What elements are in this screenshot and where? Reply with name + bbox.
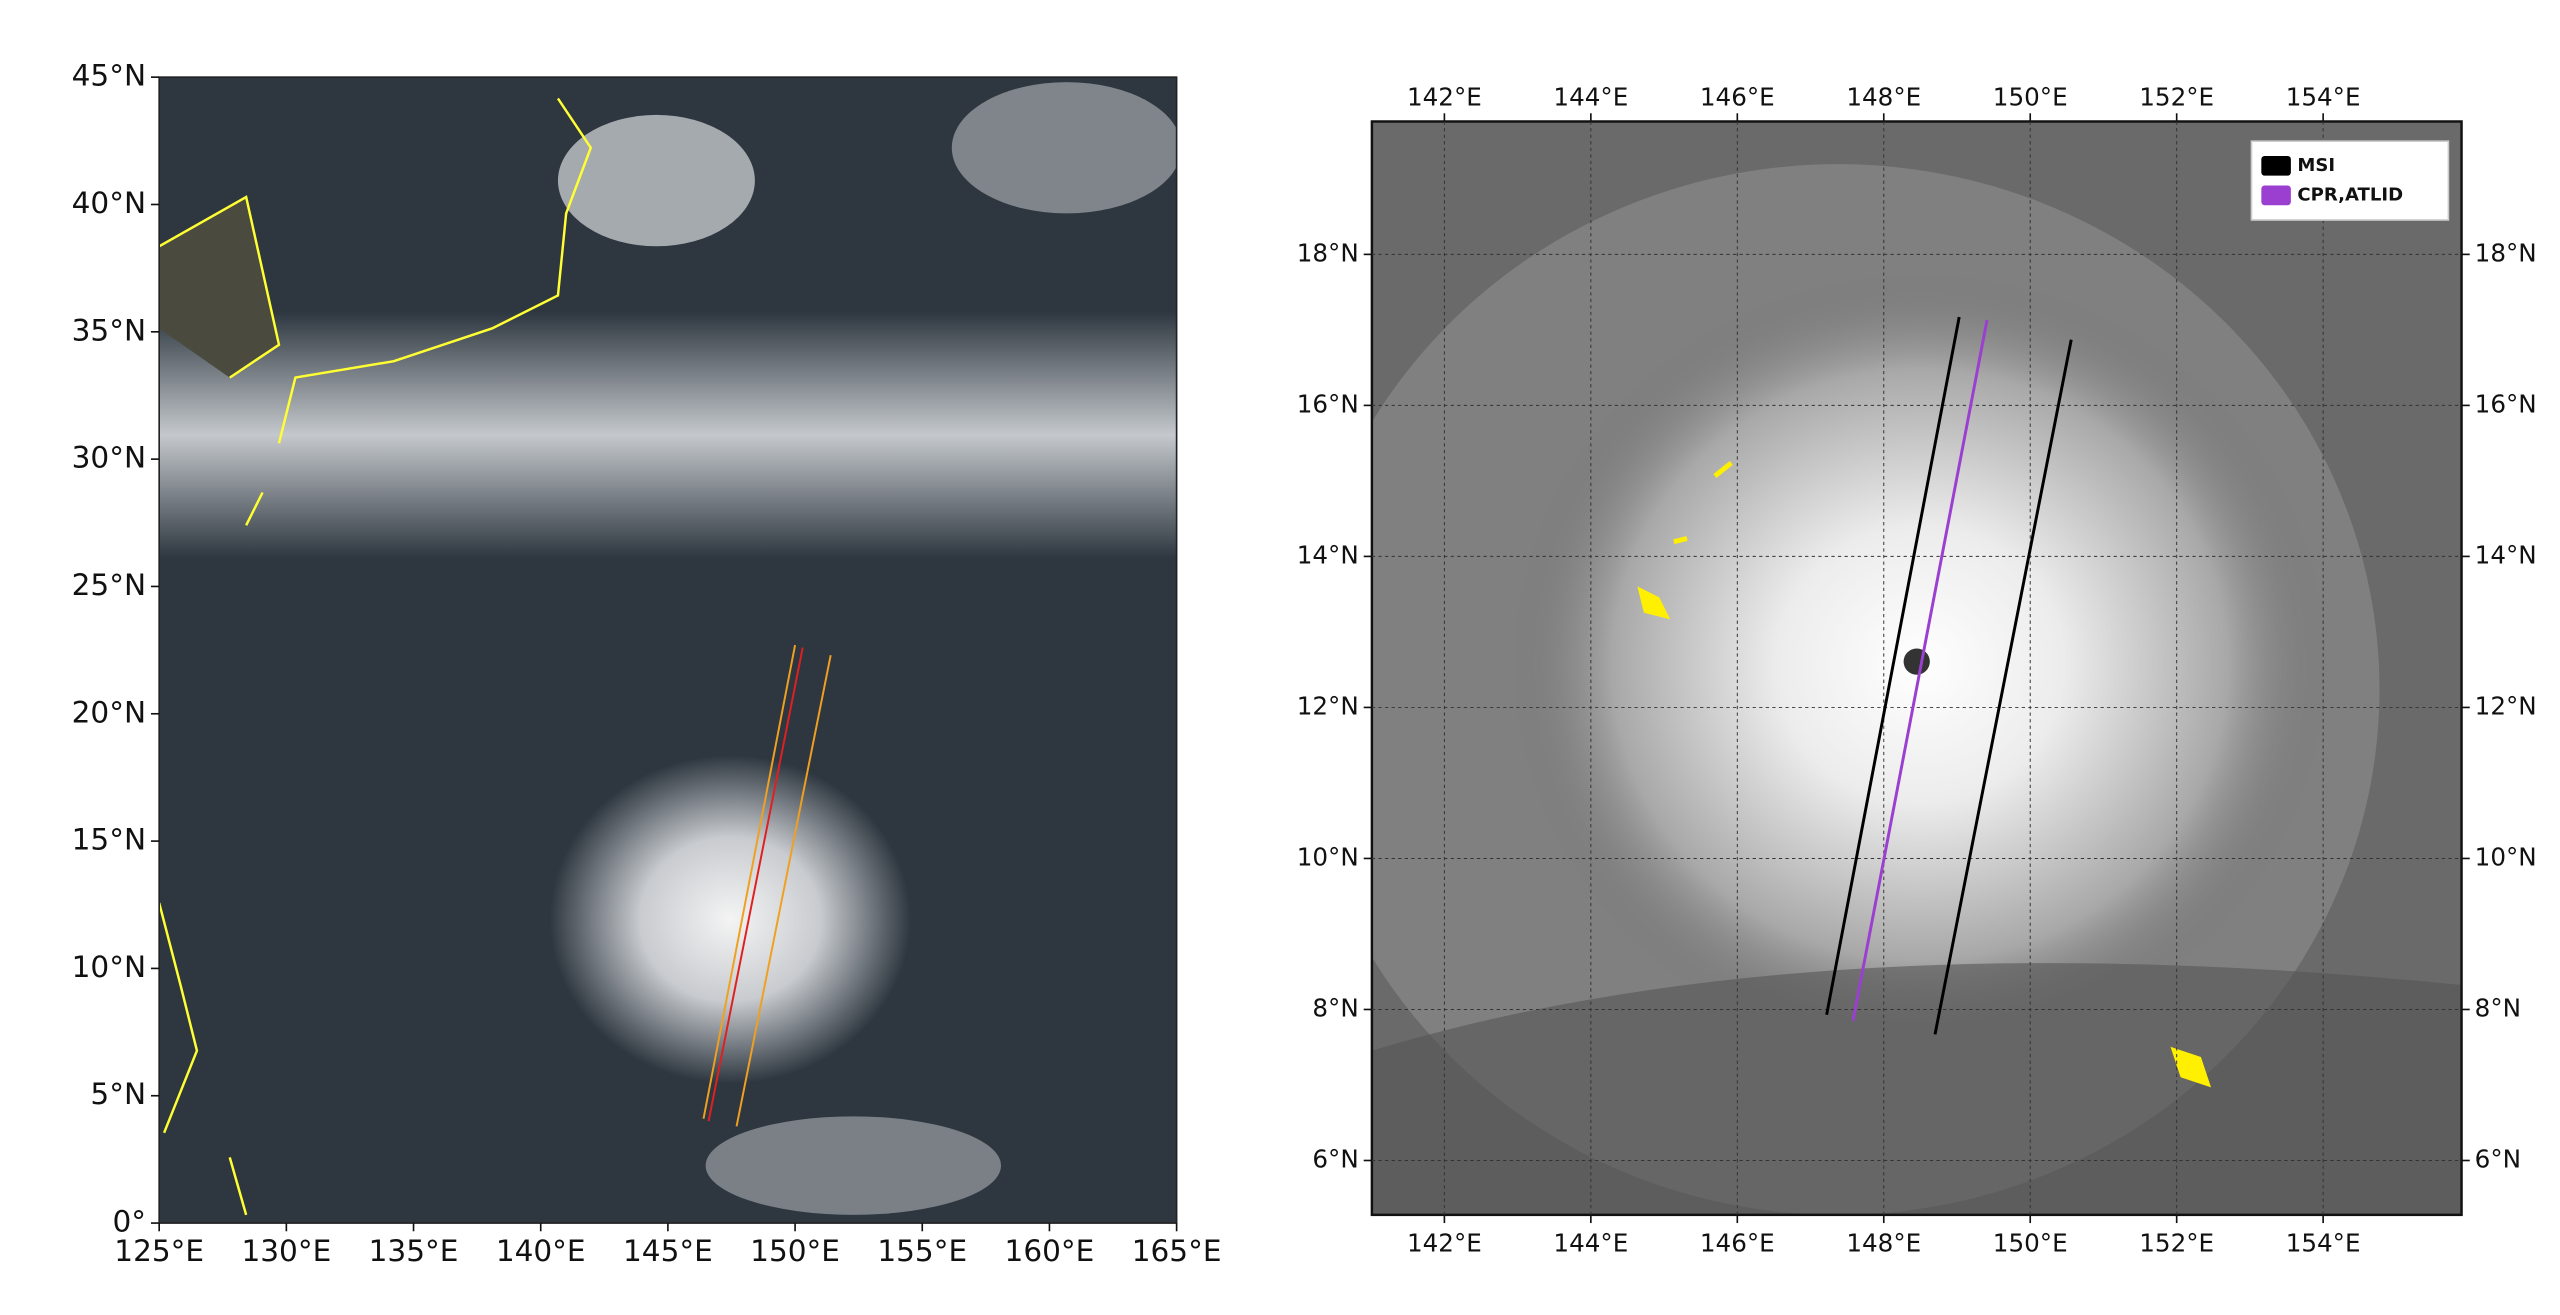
- y-tick-label: 0°: [112, 1205, 146, 1239]
- x-tick-label: 148°E: [1846, 82, 1921, 111]
- y-tick-label: 10°N: [1297, 842, 1359, 871]
- track-line: [1851, 319, 1989, 1022]
- y-tick-label: 8°N: [1312, 993, 1358, 1022]
- satellite-image: [1371, 121, 2462, 1215]
- y-tick-label: 40°N: [72, 186, 146, 220]
- storm-eye: [1903, 648, 1930, 675]
- y-tick-label: 5°N: [90, 1077, 146, 1111]
- x-tick-label: 152°E: [2139, 82, 2214, 111]
- x-tick-label: 146°E: [1700, 82, 1775, 111]
- x-tick-label: 154°E: [2286, 1228, 2361, 1257]
- x-tick-label: 160°E: [1005, 1234, 1095, 1268]
- x-tick-label: 142°E: [1407, 82, 1482, 111]
- legend-box: [2250, 140, 2450, 221]
- y-tick-label: 14°N: [2475, 540, 2537, 569]
- y-tick-label: 12°N: [2475, 691, 2537, 720]
- x-tick-label: 125°E: [114, 1234, 204, 1268]
- y-tick-label: 30°N: [72, 441, 146, 475]
- x-tick-label: 150°E: [1993, 1228, 2068, 1257]
- y-tick-label: 18°N: [1297, 238, 1359, 267]
- y-tick-label: 16°N: [1297, 389, 1359, 418]
- track-line: [707, 647, 804, 1122]
- y-tick-label: 16°N: [2475, 389, 2537, 418]
- x-tick-label: 148°E: [1846, 1228, 1921, 1257]
- y-tick-label: 35°N: [72, 313, 146, 347]
- y-tick-label: 15°N: [72, 823, 146, 857]
- x-tick-label: 144°E: [1553, 1228, 1628, 1257]
- y-tick-label: 6°N: [1312, 1144, 1358, 1173]
- y-tick-label: 10°N: [72, 950, 146, 984]
- y-tick-label: 12°N: [1297, 691, 1359, 720]
- x-tick-label: 155°E: [877, 1234, 967, 1268]
- track-line: [702, 644, 832, 1127]
- legend-label: CPR,ATLID: [2297, 184, 2403, 205]
- x-tick-label: 150°E: [1993, 82, 2068, 111]
- y-tick-label: 45°N: [72, 59, 146, 93]
- plot-frame: [1370, 120, 2463, 1217]
- x-tick-label: 165°E: [1132, 1234, 1222, 1268]
- x-tick-label: 130°E: [241, 1234, 331, 1268]
- x-tick-label: 140°E: [496, 1234, 586, 1268]
- x-tick-label: 144°E: [1553, 82, 1628, 111]
- x-tick-label: 146°E: [1700, 1228, 1775, 1257]
- satellite-image: [159, 77, 1177, 1224]
- x-tick-label: 150°E: [750, 1234, 840, 1268]
- y-tick-label: 20°N: [72, 695, 146, 729]
- x-tick-label: 142°E: [1407, 1228, 1482, 1257]
- y-tick-label: 25°N: [72, 568, 146, 602]
- legend-swatch: [2261, 185, 2291, 206]
- x-tick-label: 145°E: [623, 1234, 713, 1268]
- x-tick-label: 154°E: [2286, 82, 2361, 111]
- track-line: [1825, 316, 2073, 1035]
- y-tick-label: 8°N: [2475, 993, 2521, 1022]
- y-tick-label: 14°N: [1297, 540, 1359, 569]
- legend-label: MSI: [2297, 155, 2335, 176]
- x-tick-label: 152°E: [2139, 1228, 2214, 1257]
- y-tick-label: 18°N: [2475, 238, 2537, 267]
- y-tick-label: 10°N: [2475, 842, 2537, 871]
- x-tick-label: 135°E: [369, 1234, 459, 1268]
- y-tick-label: 6°N: [2475, 1144, 2521, 1173]
- legend-swatch: [2261, 155, 2291, 176]
